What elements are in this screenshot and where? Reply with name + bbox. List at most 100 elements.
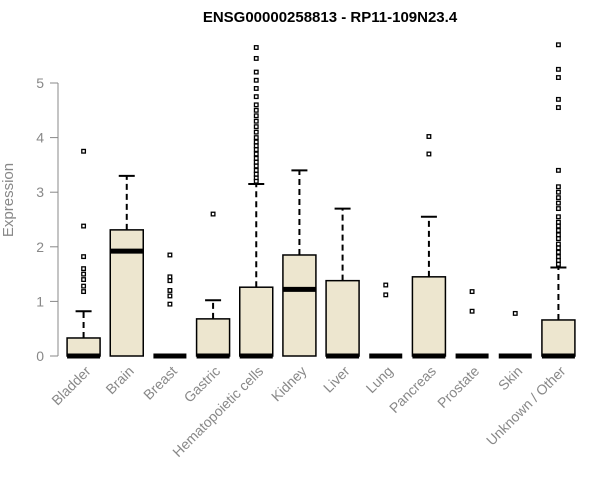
box-rect (239, 286, 274, 357)
outlier-point (555, 105, 561, 111)
box-hematopoietic-cells (239, 45, 274, 359)
y-tick-label: 5 (36, 75, 44, 91)
outlier-point (167, 278, 173, 284)
outlier-point (81, 283, 87, 289)
box-rect (66, 337, 101, 357)
outlier-point (555, 200, 561, 206)
box-liver (325, 207, 360, 359)
outlier-point (253, 151, 259, 157)
outlier-point (469, 289, 475, 295)
outlier-point (253, 178, 259, 184)
outlier-point (167, 293, 173, 299)
outlier-point (555, 241, 561, 247)
box-kidney (282, 169, 317, 357)
outlier-point (253, 159, 259, 165)
x-tick-label: Prostate (434, 363, 482, 411)
y-axis: 0 1 2 3 4 5 (36, 75, 59, 364)
outlier-point (253, 139, 259, 145)
outlier-point (253, 167, 259, 173)
outlier-point (555, 257, 561, 263)
outlier-point (555, 219, 561, 225)
x-tick-label: Lung (363, 363, 396, 396)
outlier-point (555, 42, 561, 48)
outlier-point (555, 254, 561, 260)
outlier-point (210, 211, 216, 217)
outlier-point (81, 148, 87, 154)
outlier-point (469, 308, 475, 314)
outlier-point (426, 151, 432, 157)
outlier-point (512, 310, 518, 316)
outlier-point (555, 167, 561, 173)
chart-title: ENSG00000258813 - RP11-109N23.4 (203, 9, 458, 26)
outlier-point (426, 134, 432, 139)
x-tick-label: Breast (140, 363, 180, 403)
x-tick-label: Liver (320, 363, 353, 396)
outlier-point (555, 96, 561, 102)
outlier-point (253, 69, 259, 75)
outlier-point (253, 124, 259, 130)
outlier-point (253, 147, 259, 153)
outlier-point (81, 254, 87, 260)
x-tick-label: Kidney (268, 363, 310, 405)
outlier-point (253, 143, 259, 149)
outlier-point (555, 184, 561, 190)
outlier-point (253, 77, 259, 83)
x-tick-label: Gastric (181, 363, 224, 406)
outlier-point (555, 195, 561, 201)
outlier-point (81, 289, 87, 295)
outlier-point (555, 223, 561, 229)
outlier-point (253, 155, 259, 161)
x-tick-label: Skin (495, 363, 526, 394)
box-lung (369, 282, 403, 359)
outlier-point (383, 282, 389, 288)
box-pancreas (411, 134, 447, 359)
outlier-point (253, 86, 259, 91)
outlier-point (253, 129, 259, 135)
outlier-point (253, 171, 259, 177)
box-rect (541, 319, 576, 357)
x-tick-label: Bladder (48, 363, 94, 409)
box-rect (195, 318, 231, 357)
outlier-point (555, 261, 561, 267)
outlier-point (555, 214, 561, 220)
box-gastric (195, 211, 231, 359)
outlier-point (555, 245, 561, 251)
outlier-point (555, 66, 561, 72)
x-tick-label: Brain (102, 363, 136, 397)
box-brain (109, 174, 144, 357)
y-tick-label: 3 (36, 184, 44, 200)
outlier-point (555, 189, 561, 195)
x-tick-label: Pancreas (386, 363, 439, 416)
outlier-point (81, 271, 87, 277)
outlier-point (167, 274, 173, 280)
outlier-point (555, 249, 561, 255)
y-tick-label: 1 (36, 293, 44, 309)
outlier-point (167, 301, 173, 307)
outlier-point (253, 94, 259, 100)
box-bladder (66, 148, 101, 359)
outlier-point (253, 102, 259, 108)
outlier-point (253, 113, 259, 119)
outlier-point (81, 266, 87, 272)
outlier-point (253, 135, 259, 141)
outlier-point (253, 118, 259, 124)
outlier-point (555, 75, 561, 80)
box-rect (325, 279, 360, 357)
outlier-point (167, 288, 173, 293)
outlier-point (253, 45, 259, 50)
box-rect (282, 254, 317, 357)
outlier-point (81, 223, 87, 229)
box-breast (153, 252, 187, 359)
box-prostate (455, 289, 489, 359)
y-tick-label: 0 (36, 348, 44, 364)
outlier-point (167, 252, 173, 258)
box-unknown-other (541, 42, 576, 359)
outlier-point (555, 232, 561, 238)
outlier-point (253, 55, 259, 61)
outlier-point (81, 277, 87, 283)
y-tick-label: 2 (36, 239, 44, 255)
box-skin (498, 310, 532, 359)
plot-area (66, 42, 576, 359)
